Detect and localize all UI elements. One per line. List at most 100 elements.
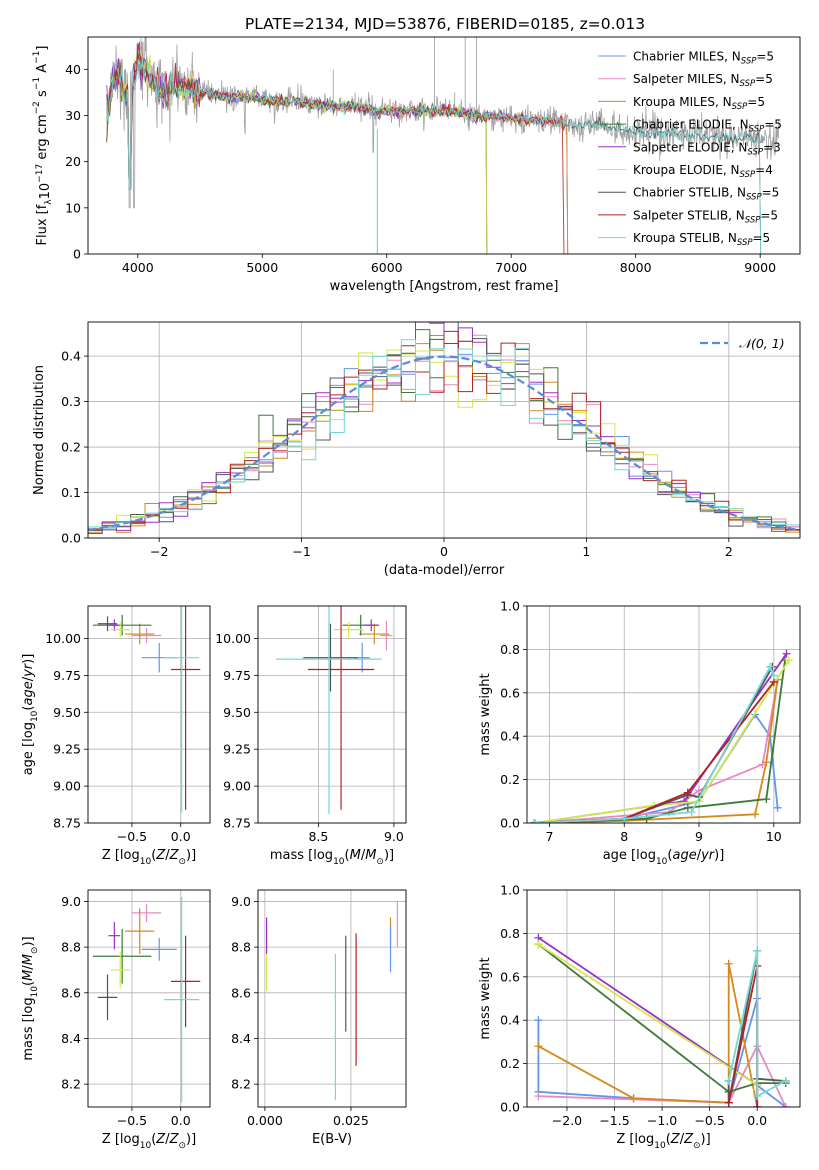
mass-weight-marker (784, 656, 793, 665)
plot-area (92, 896, 201, 1103)
x-tick-label: 9000 (744, 260, 776, 275)
y-tick-label: 9.50 (223, 705, 251, 720)
plot-area (266, 901, 398, 1101)
y-tick-label: 0.2 (500, 1056, 520, 1071)
x-tick-label: 9 (695, 829, 703, 844)
y-axis-label: mass weight (478, 957, 493, 1039)
x-axis-label: mass [log10(M/M⊙)] (270, 848, 394, 867)
spectrum-legend: Chabrier MILES, NSSP=5 Salpeter MILES, NS… (598, 50, 782, 248)
mass-weight-marker (534, 1042, 543, 1051)
x-tick-label: 0 (440, 544, 448, 559)
y-tick-label: 9.0 (61, 894, 81, 909)
mass-weight-marker (687, 808, 696, 817)
plot-area (530, 649, 793, 823)
spectrum-title: PLATE=2134, MJD=53876, FIBERID=0185, z=0… (245, 15, 645, 33)
axes-frame (87, 321, 801, 539)
x-axis-label: wavelength [Angstrom, rest frame] (330, 279, 559, 294)
y-tick-label: 20 (65, 154, 81, 169)
mass-weight-line (537, 943, 786, 1093)
x-tick-label: 4000 (122, 260, 154, 275)
mass-weight-marker (751, 810, 760, 819)
y-tick-label: 0.0 (500, 1100, 520, 1115)
y-tick-label: 9.00 (223, 779, 251, 794)
legend-entry: 𝒩(0, 1) (739, 336, 785, 351)
x-tick-label: 5000 (246, 260, 278, 275)
y-tick-label: 8.2 (61, 1077, 81, 1092)
y-tick-label: 0.0 (61, 531, 81, 546)
x-axis-label: Z [log10(Z/Z⊙)] (102, 848, 196, 867)
y-axis-label: age [log10(age/yr)] (21, 654, 40, 776)
y-tick-label: 0.2 (500, 772, 520, 787)
plot-area (92, 606, 201, 813)
grid (88, 890, 210, 1107)
residual-histogram-step (88, 339, 800, 532)
x-tick-label: −1.5 (599, 1113, 629, 1128)
y-tick-label: 0.3 (61, 394, 81, 409)
y-tick-label: 9.25 (53, 742, 81, 757)
y-tick-label: 9.50 (53, 705, 81, 720)
y-tick-label: 10 (65, 200, 81, 215)
x-tick-label: 0.000 (247, 1113, 283, 1128)
model-spectrum-line (106, 41, 488, 254)
axes-frame (257, 605, 407, 824)
x-tick-label: 8.5 (308, 829, 328, 844)
y-tick-label: 0.6 (500, 685, 520, 700)
model-spectrum-line (106, 53, 569, 254)
x-tick-label: 1 (582, 544, 590, 559)
spectrum-panel: 4000 5000 6000 7000 8000 9000 0 10 20 30 40 wavelen… (32, 36, 801, 294)
x-axis-label: Z [log10(Z/Z⊙)] (102, 1132, 196, 1151)
x-tick-label: −1 (292, 544, 310, 559)
y-tick-label: 0.1 (61, 485, 81, 500)
x-tick-label: 0.025 (333, 1113, 369, 1128)
y-tick-label: 8.75 (223, 816, 251, 831)
mass-weight-marker (680, 797, 689, 806)
y-tick-label: 0.4 (500, 1013, 520, 1028)
y-axis-label: mass weight (478, 673, 493, 755)
x-tick-label: 0.0 (747, 1113, 767, 1128)
y-tick-label: 40 (65, 62, 81, 77)
mass-weight-marker (534, 940, 543, 949)
axes-frame (526, 605, 801, 824)
x-tick-label: −0.5 (117, 1113, 147, 1128)
grid (258, 606, 406, 824)
y-tick-label: 0.6 (500, 969, 520, 984)
legend-entry: Kroupa ELODIE, NSSP=4 (633, 163, 773, 180)
y-tick-label: 30 (65, 108, 81, 123)
mass-weight-line (727, 949, 787, 1098)
axes-frame (257, 889, 407, 1108)
mass-weight-marker (683, 788, 692, 797)
x-axis-label: (data-model)/error (384, 563, 505, 578)
mass-weight-line (534, 666, 774, 823)
y-tick-label: 10.00 (45, 631, 81, 646)
y-tick-label: 8.8 (231, 940, 251, 955)
y-axis-label: Normed distribution (32, 365, 47, 495)
plot-area (534, 933, 790, 1107)
x-tick-label: 8000 (620, 260, 652, 275)
mass-weight-marker (724, 1098, 733, 1107)
grid (258, 890, 406, 1107)
y-tick-label: 0.8 (500, 642, 520, 657)
mass-vs-extinction-panel: 0.000 0.025 8.2 8.4 8.6 8.8 9.0 E(B-V) (231, 889, 407, 1147)
y-tick-label: 0.0 (500, 816, 520, 831)
mass-weight-line (534, 653, 788, 823)
plot-area (276, 606, 393, 815)
x-tick-label: −1.0 (647, 1113, 677, 1128)
x-tick-label: 8 (620, 829, 628, 844)
legend-entry: Chabrier MILES, NSSP=5 (633, 50, 774, 67)
y-tick-label: 8.8 (61, 940, 81, 955)
y-tick-label: 8.2 (231, 1077, 251, 1092)
y-tick-label: 8.75 (53, 816, 81, 831)
y-tick-label: 9.25 (223, 742, 251, 757)
x-tick-label: −0.5 (694, 1113, 724, 1128)
mass-weight-line (534, 660, 786, 823)
x-tick-label: −2 (150, 544, 168, 559)
mass-weight-marker (773, 803, 782, 812)
mass-weight-line (537, 943, 759, 1090)
legend-entry: Chabrier STELIB, NSSP=5 (633, 186, 779, 203)
x-tick-label: 7 (545, 829, 553, 844)
mass-weight-marker (762, 795, 771, 804)
y-tick-label: 9.75 (223, 668, 251, 683)
x-axis-label: age [log10(age/yr)] (603, 848, 725, 867)
mass-weight-marker (534, 1016, 543, 1025)
